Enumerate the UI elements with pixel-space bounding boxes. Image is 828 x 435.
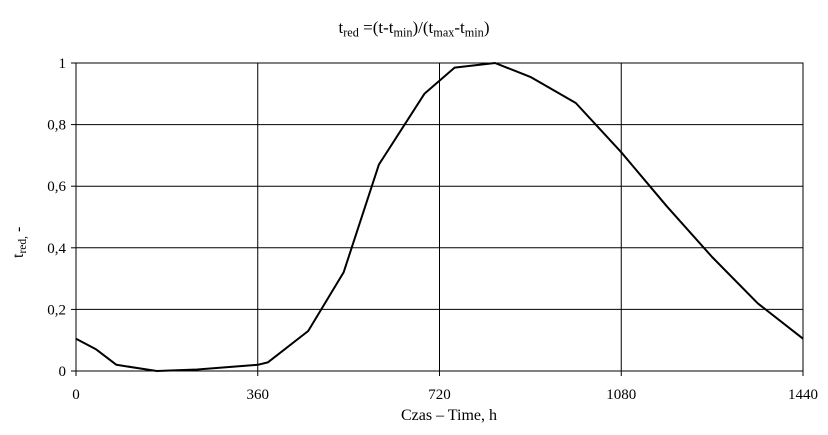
x-tick-label: 1080 — [606, 387, 636, 403]
x-tick-label: 1440 — [788, 387, 818, 403]
chart-title: tred =(t-tmin)/(tmax-tmin) — [0, 18, 828, 40]
plot-frame — [75, 62, 804, 372]
x-tick-label: 360 — [247, 387, 270, 403]
x-tick-label: 720 — [428, 387, 451, 403]
y-tick-label: 0,2 — [47, 302, 66, 318]
y-tick-label: 0,8 — [47, 118, 66, 134]
x-axis-label-text: Czas – Time, h — [400, 407, 497, 424]
y-tick-label: 0 — [59, 364, 67, 380]
chart-title-text: tred =(t-tmin)/(tmax-tmin) — [338, 18, 490, 40]
y-tick-label: 1 — [59, 56, 67, 72]
x-axis-label: Czas – Time, h — [0, 407, 828, 425]
y-tick-label: 0,4 — [47, 241, 66, 257]
y-tick-label: 0,6 — [47, 179, 66, 195]
x-tick-label: 0 — [72, 387, 80, 403]
series-line — [75, 62, 804, 372]
